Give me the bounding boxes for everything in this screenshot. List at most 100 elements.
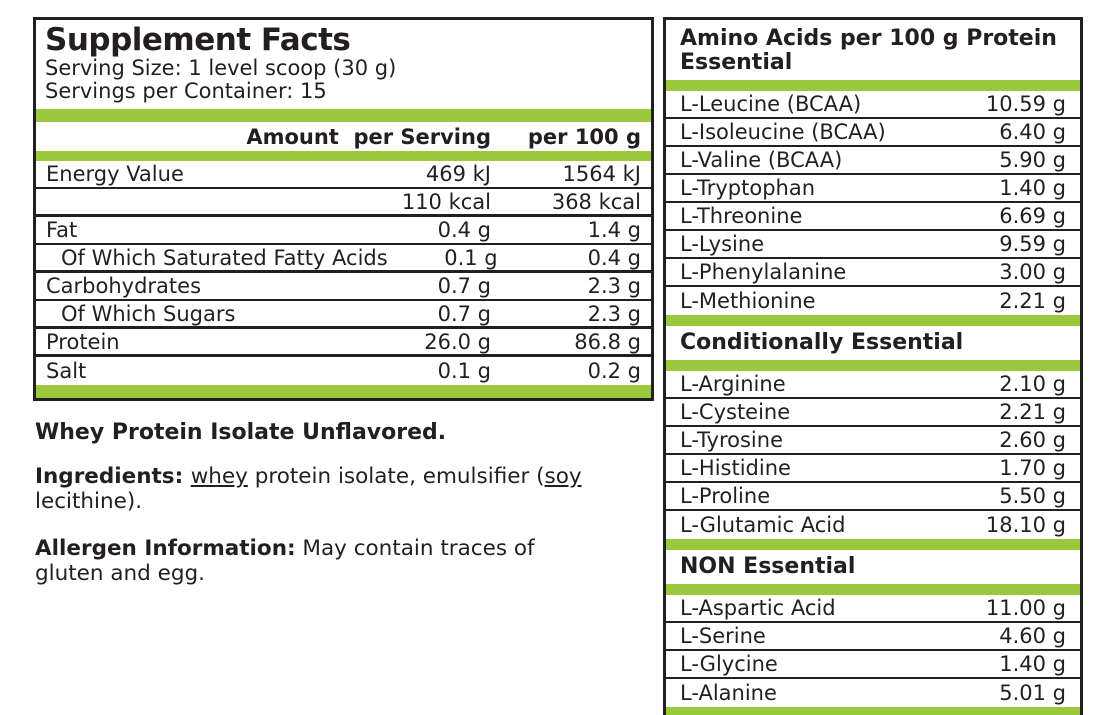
ingredients-underlined-soy: soy xyxy=(544,464,582,489)
allergen-text: Allergen Information: May contain traces… xyxy=(35,535,535,586)
value-per-serving: 469 kJ xyxy=(425,162,491,186)
supplement-facts-title: Supplement Facts xyxy=(45,22,351,58)
amino-acid-label: L-Threonine xyxy=(680,204,803,228)
green-divider xyxy=(666,360,1080,371)
value-per-100g: 2.3 g xyxy=(587,274,641,298)
amino-acid-row: L-Aspartic Acid 11.00 g xyxy=(666,595,1080,623)
amino-acid-label: L-Leucine (BCAA) xyxy=(680,92,862,116)
amino-acid-row: L-Alanine 5.01 g xyxy=(666,679,1080,707)
value-per-serving: 26.0 g xyxy=(424,329,491,354)
nutrient-label: Protein xyxy=(46,329,120,354)
amino-acid-value: 1.70 g xyxy=(999,456,1066,480)
amino-acid-label: L-Cysteine xyxy=(680,400,791,424)
ingredients-label: Ingredients: xyxy=(35,464,191,489)
amino-acid-label: L-Proline xyxy=(680,484,771,508)
amino-acid-row: L-Proline 5.50 g xyxy=(666,483,1080,511)
column-header-amount-per-serving: Amount per Serving xyxy=(246,124,491,149)
nutrition-row: Salt 0.1 g 0.2 g xyxy=(36,357,651,385)
amino-acid-label: L-Tyrosine xyxy=(680,428,783,452)
nutrition-table-header: Amount per Serving per 100 g xyxy=(36,122,651,151)
amino-acid-row: L-Arginine 2.10 g xyxy=(666,371,1080,399)
amino-acid-row: L-Valine (BCAA) 5.90 g xyxy=(666,147,1080,175)
value-per-serving: 0.4 g xyxy=(437,218,491,242)
value-per-100g: 86.8 g xyxy=(574,329,641,354)
left-column: Supplement Facts Serving Size: 1 level s… xyxy=(33,17,654,607)
amino-acid-row: L-Isoleucine (BCAA) 6.40 g xyxy=(666,119,1080,147)
amino-acid-label: L-Alanine xyxy=(680,681,777,705)
green-divider xyxy=(666,584,1080,595)
product-name: Whey Protein Isolate Unflavored. xyxy=(35,420,447,445)
green-divider xyxy=(666,315,1080,326)
amino-acid-row: L-Histidine 1.70 g xyxy=(666,455,1080,483)
green-divider xyxy=(666,707,1080,715)
nutrition-row: Energy Value 469 kJ 1564 kJ xyxy=(36,161,651,189)
amino-acid-value: 1.40 g xyxy=(999,176,1066,200)
nutrient-label: Salt xyxy=(46,359,87,383)
amino-acid-label: L-Methionine xyxy=(680,289,816,313)
nutrition-row: Carbohydrates 0.7 g 2.3 g xyxy=(36,273,651,301)
nutrient-label: Carbohydrates xyxy=(46,274,202,298)
amino-acid-label: L-Tryptophan xyxy=(680,176,816,200)
nutrition-row: Fat 0.4 g 1.4 g xyxy=(36,217,651,245)
amino-acid-value: 9.59 g xyxy=(999,232,1066,256)
amino-section-heading: Essential xyxy=(680,50,793,75)
value-per-100g: 1.4 g xyxy=(587,218,641,242)
amino-acid-label: L-Histidine xyxy=(680,456,791,480)
value-per-100g: 0.4 g xyxy=(587,245,641,270)
value-per-serving: 0.1 g xyxy=(444,245,498,270)
amino-acid-value: 11.00 g xyxy=(985,596,1066,620)
amino-acid-label: L-Serine xyxy=(680,624,766,648)
amino-acid-value: 2.21 g xyxy=(999,400,1066,424)
nutrition-row: Protein 26.0 g 86.8 g xyxy=(36,329,651,357)
amino-acid-label: L-Aspartic Acid xyxy=(680,596,836,620)
green-divider xyxy=(666,80,1080,91)
allergen-label: Allergen Information: xyxy=(35,535,296,561)
nutrition-row: Of Which Saturated Fatty Acids 0.1 g 0.4 g xyxy=(36,245,651,273)
amino-acid-value: 2.60 g xyxy=(999,428,1066,452)
amino-acid-value: 5.50 g xyxy=(999,484,1066,508)
column-header-per-100g: per 100 g xyxy=(527,124,641,149)
green-divider xyxy=(666,539,1080,550)
value-per-serving: 0.7 g xyxy=(437,301,491,326)
nutrient-label: Of Which Saturated Fatty Acids xyxy=(61,245,388,270)
amino-acid-row: L-Lysine 9.59 g xyxy=(666,231,1080,259)
amino-acid-row: L-Cysteine 2.21 g xyxy=(666,399,1080,427)
amino-acid-value: 6.40 g xyxy=(999,120,1066,144)
amino-acid-row: L-Phenylalanine 3.00 g xyxy=(666,259,1080,287)
serving-size-text: Serving Size: 1 level scoop (30 g) xyxy=(45,56,397,80)
amino-acid-value: 2.21 g xyxy=(999,289,1066,313)
ingredients-underlined-whey: whey xyxy=(190,464,248,489)
amino-acid-value: 10.59 g xyxy=(985,92,1066,116)
amino-acids-title: Amino Acids per 100 g Protein xyxy=(680,26,1057,51)
amino-acid-value: 5.01 g xyxy=(999,681,1066,705)
nutrition-row: 110 kcal 368 kcal xyxy=(36,189,651,217)
nutrient-label: Of Which Sugars xyxy=(61,301,236,326)
amino-acid-value: 5.90 g xyxy=(999,148,1066,172)
amino-acid-row: L-Threonine 6.69 g xyxy=(666,203,1080,231)
amino-acids-panel: Amino Acids per 100 g Protein Essential L… xyxy=(663,17,1083,715)
green-divider xyxy=(36,151,651,161)
amino-acid-label: L-Lysine xyxy=(680,232,765,256)
amino-section-heading: NON Essential xyxy=(680,554,856,579)
nutrient-label: Energy Value xyxy=(46,162,184,186)
value-per-serving: 110 kcal xyxy=(401,189,491,214)
ingredients-text: Ingredients: whey protein isolate, emuls… xyxy=(35,464,582,514)
value-per-100g: 0.2 g xyxy=(587,359,641,383)
amino-acid-value: 3.00 g xyxy=(999,260,1066,284)
amino-acids-sections: Essential L-Leucine (BCAA) 10.59 g L-Isoleu… xyxy=(666,51,1080,715)
amino-section-heading: Conditionally Essential xyxy=(680,330,964,355)
amino-acid-value: 2.10 g xyxy=(999,372,1066,396)
value-per-100g: 368 kcal xyxy=(551,189,641,214)
amino-acid-label: L-Valine (BCAA) xyxy=(680,148,843,172)
amino-acid-row: L-Tryptophan 1.40 g xyxy=(666,175,1080,203)
amino-acid-row: L-Methionine 2.21 g xyxy=(666,287,1080,315)
amino-acid-row: L-Glycine 1.40 g xyxy=(666,651,1080,679)
amino-acid-label: L-Isoleucine (BCAA) xyxy=(680,120,886,144)
amino-acid-label: L-Glycine xyxy=(680,652,778,676)
value-per-100g: 2.3 g xyxy=(587,301,641,326)
amino-acid-value: 4.60 g xyxy=(999,624,1066,648)
amino-acid-row: L-Tyrosine 2.60 g xyxy=(666,427,1080,455)
amino-acid-row: L-Leucine (BCAA) 10.59 g xyxy=(666,91,1080,119)
green-divider xyxy=(36,385,651,398)
